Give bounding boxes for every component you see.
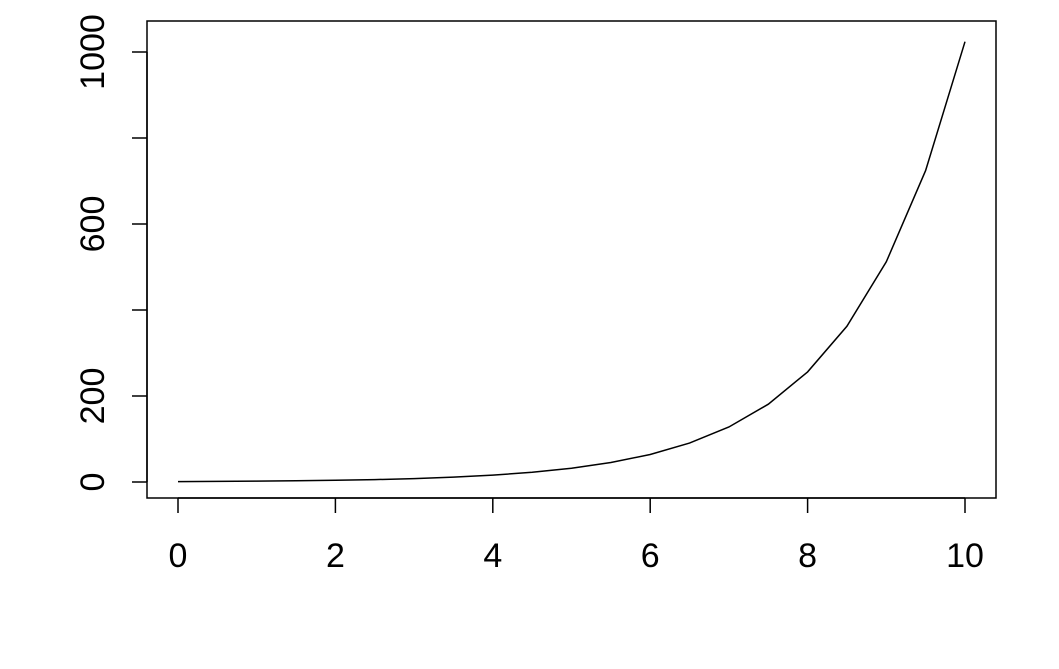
x-tick-label: 4 — [483, 537, 502, 575]
series-line — [177, 41, 966, 483]
plot-frame — [146, 20, 997, 499]
y-tick-label: 600 — [74, 196, 112, 253]
y-tick-label: 0 — [74, 473, 112, 492]
x-axis: 0 2 4 6 8 10 — [169, 497, 984, 575]
x-tick-label: 6 — [641, 537, 660, 575]
y-tick-label: 200 — [74, 368, 112, 425]
x-tick-label: 0 — [169, 537, 188, 575]
x-tick-label: 10 — [946, 537, 984, 575]
x-tick-label: 8 — [798, 537, 817, 575]
y-tick-label: 1000 — [74, 14, 112, 90]
x-tick-label: 2 — [326, 537, 345, 575]
y-axis: 0 200 600 1000 — [74, 14, 148, 492]
